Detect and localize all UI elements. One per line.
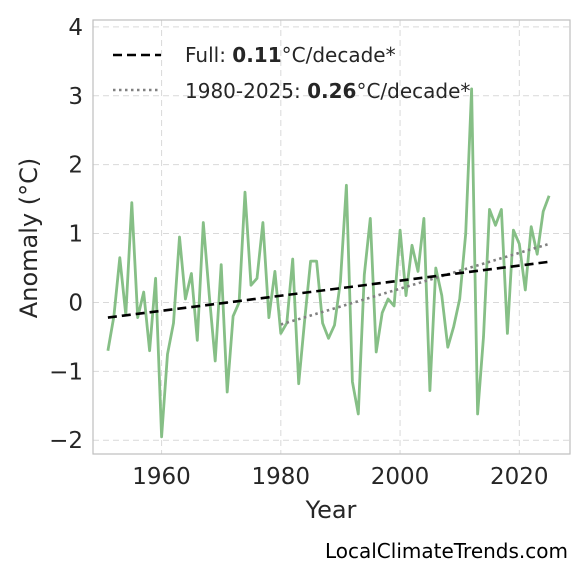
series-layer <box>106 87 551 439</box>
legend-recent-prefix: 1980-2025: <box>185 79 307 103</box>
legend-full-suffix: °C/decade* <box>282 43 396 67</box>
series-line <box>106 87 551 439</box>
y-tick-label: 2 <box>68 153 83 179</box>
legend-recent-value: 0.26 <box>307 79 356 103</box>
y-axis-title: Anomaly (°C) <box>15 158 43 318</box>
y-tick-label: 4 <box>68 15 83 41</box>
trend-layer <box>107 242 550 326</box>
legend-full-prefix: Full: <box>185 43 232 67</box>
legend-entry-recent: 1980-2025: 0.26°C/decade* <box>185 79 470 103</box>
y-tick-labels: −2 −1 0 1 2 3 4 <box>49 15 83 454</box>
y-tick-label: −2 <box>49 428 83 454</box>
y-tick-label: −1 <box>49 359 83 385</box>
y-tick-label: 3 <box>68 84 83 110</box>
x-tick-label: 2020 <box>490 464 549 490</box>
legend-entry-full: Full: 0.11°C/decade* <box>185 43 396 67</box>
y-tick-label: 1 <box>68 222 83 248</box>
trend-line-full <box>107 260 550 319</box>
plot-frame <box>92 19 571 455</box>
plot-background <box>93 20 570 454</box>
y-tick-label: 0 <box>68 290 83 316</box>
grid-lines <box>93 20 570 454</box>
x-tick-label: 1960 <box>132 464 191 490</box>
x-tick-labels: 1960 1980 2000 2020 <box>132 464 548 490</box>
x-axis-title: Year <box>305 496 357 524</box>
credit-text: LocalClimateTrends.com <box>325 539 568 563</box>
legend-full-value: 0.11 <box>232 43 281 67</box>
legend-recent-suffix: °C/decade* <box>356 79 470 103</box>
x-tick-label: 2000 <box>371 464 430 490</box>
trend-line-recent <box>280 242 550 326</box>
x-tick-label: 1980 <box>252 464 311 490</box>
legend: Full: 0.11°C/decade* 1980-2025: 0.26°C/d… <box>113 43 470 103</box>
